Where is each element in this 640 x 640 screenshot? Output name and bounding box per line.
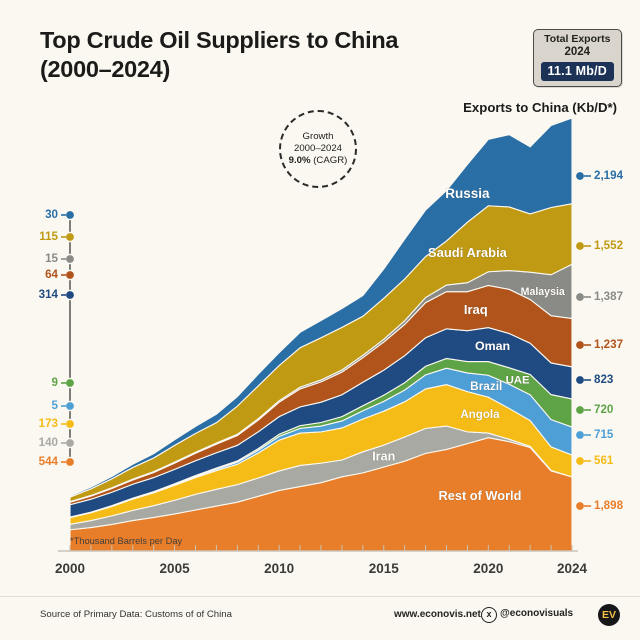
left-value-malaysia: 15 [45,252,58,265]
left-value-russia: 30 [45,208,58,221]
streamgraph: Rest of World Iran Angola Brazil UAE Oman Iraq… [55,117,591,576]
right-value-oman: 823 [594,373,614,386]
social-handle[interactable]: @econovisuals [500,608,574,619]
footnote: *Thousand Barrels per Day [70,536,183,546]
left-dot-iran [64,437,76,449]
band-label-russia: Russia [445,186,490,201]
right-dot-uae [574,404,586,416]
left-value-rest-of-world: 544 [38,455,58,468]
stacked-area-bands [69,117,573,552]
left-dot-russia [64,209,76,221]
band-label-malaysia: Malaysia [521,286,565,298]
title-line-1: Top Crude Oil Suppliers to China [40,27,399,53]
econovis-logo: EV [598,604,620,626]
right-value-brazil: 715 [594,428,614,441]
axis-tick-label-2000: 2000 [55,561,85,576]
source-note: Source of Primary Data: Customs of of Ch… [40,609,232,620]
axis-tick-label-2010: 2010 [264,561,294,576]
growth-annotation: Growth 2000–2024 9.0% (CAGR) [279,110,357,188]
left-dot-oman [64,289,76,301]
value-connector-group [61,170,591,512]
right-dot-iraq [574,339,586,351]
axis-tick-label-2024: 2024 [557,561,588,576]
right-value-angola: 561 [594,454,614,467]
badge-caption: Total Exports [544,33,611,45]
x-glyph: x [486,609,492,619]
right-dot-saudi-arabia [574,240,586,252]
right-dot-oman [574,374,586,386]
badge-year: 2024 [564,45,591,58]
growth-cagr-unit: (CAGR) [310,155,348,167]
left-dot-saudi-arabia [64,231,76,243]
band-label-iraq: Iraq [464,302,488,317]
band-label-uae: UAE [506,374,530,386]
band-label-saudi-arabia: Saudi Arabia [428,245,508,260]
band-label-rest-of-world: Rest of World [438,488,521,503]
left-dot-brazil [64,400,76,412]
left-dot-malaysia [64,253,76,265]
page-title: Top Crude Oil Suppliers to China (2000–2… [40,26,470,84]
right-dot-brazil [574,429,586,441]
right-value-rest-of-world: 1,898 [594,499,624,512]
right-value-iraq: 1,237 [594,338,624,351]
growth-cagr: 9.0% (CAGR) [289,155,348,167]
left-dot-uae [64,377,76,389]
left-value-uae: 9 [51,376,58,389]
left-value-angola: 173 [38,417,58,430]
right-dot-russia [574,170,586,182]
left-value-brazil: 5 [51,399,58,412]
axis-tick-label-2015: 2015 [369,561,400,576]
left-value-oman: 314 [38,288,58,301]
band-label-brazil: Brazil [470,379,502,393]
axis-tick-label-2020: 2020 [473,561,503,576]
website-link[interactable]: www.econovis.net [394,609,481,620]
band-label-group: Rest of World Iran Angola Brazil UAE Oman Iraq… [372,186,565,504]
left-value-iraq: 64 [45,268,58,281]
total-exports-badge: Total Exports 2024 11.1 Mb/D [532,29,622,87]
right-dot-rest-of-world [574,500,586,512]
right-value-russia: 2,194 [594,169,624,182]
left-dot-angola [64,418,76,430]
area-band-russia [69,117,573,498]
title-line-2: (2000–2024) [40,56,170,83]
growth-cagr-value: 9.0% [288,155,311,167]
axis-tick-label-2005: 2005 [160,561,191,576]
right-dot-angola [574,455,586,467]
left-dot-rest-of-world [64,456,76,468]
growth-caption: Growth [302,130,334,142]
right-value-uae: 720 [594,403,614,416]
badge-value: 11.1 Mb/D [540,61,614,81]
right-value-malaysia: 1,387 [594,290,624,303]
left-dot-iraq [64,269,76,281]
band-label-iran: Iran [372,450,395,464]
band-label-oman: Oman [475,339,510,353]
footer-divider [0,596,640,597]
y-axis-title: Exports to China (Kb/D*) [463,100,617,115]
x-axis: 2000 2005 2010 2015 2020 2024 [55,214,588,576]
left-value-iran: 140 [38,436,58,449]
x-twitter-icon[interactable]: x [481,607,497,623]
growth-period: 2000–2024 [293,142,343,154]
band-label-angola: Angola [460,408,500,421]
right-dot-malaysia [574,291,586,303]
right-value-saudi-arabia: 1,552 [594,239,624,252]
left-value-saudi-arabia: 115 [39,230,58,243]
